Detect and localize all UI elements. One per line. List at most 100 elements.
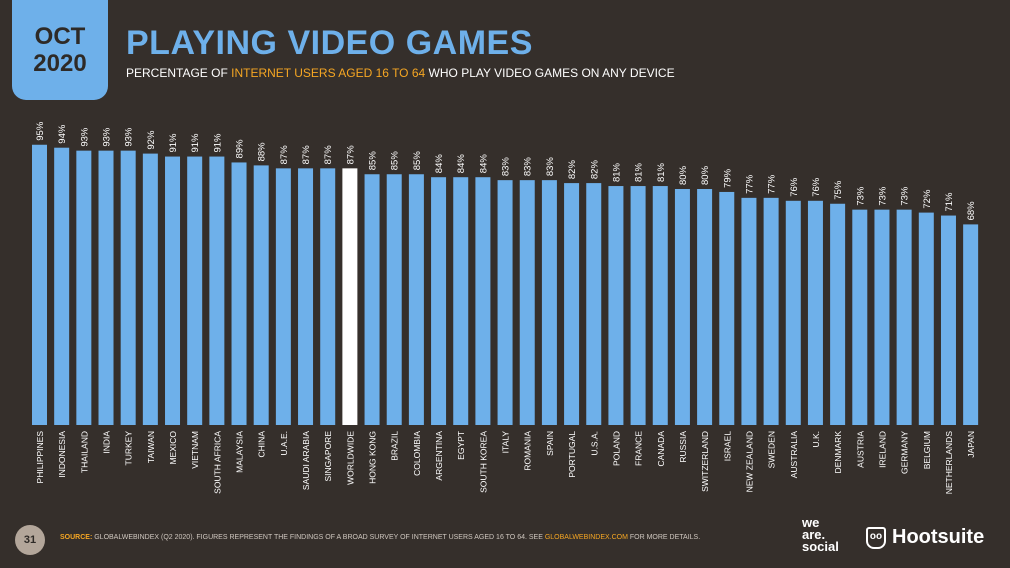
value-label: 95% (35, 121, 46, 141)
bar-turkey (120, 150, 136, 425)
bar-indonesia (54, 147, 70, 425)
source-tail: FOR MORE DETAILS. (627, 534, 701, 541)
bar-israel (719, 191, 735, 425)
bar-mexico (165, 156, 181, 426)
value-label: 73% (877, 186, 888, 206)
value-label: 81% (656, 162, 667, 182)
category-label: U.K. (811, 431, 821, 448)
category-label: FRANCE (634, 431, 644, 466)
value-label: 91% (190, 133, 201, 153)
date-badge: OCT 2020 (12, 0, 108, 100)
date-year: 2020 (33, 50, 87, 77)
category-label: PHILIPPINES (35, 431, 45, 484)
bar-russia (674, 189, 690, 425)
value-label: 68% (966, 201, 977, 221)
bar-u-k- (807, 200, 823, 425)
bar-hong-kong (364, 174, 380, 425)
category-label: SAUDI ARABIA (301, 431, 311, 490)
category-label: GERMANY (900, 431, 910, 474)
value-label: 85% (412, 151, 423, 171)
bar-germany (896, 209, 912, 425)
bar-ireland (874, 209, 890, 425)
value-label: 82% (589, 160, 600, 180)
bar-belgium (918, 212, 934, 425)
category-label: SWITZERLAND (700, 431, 710, 492)
bar-romania (519, 180, 535, 425)
value-label: 85% (368, 151, 379, 171)
page-title: PLAYING VIDEO GAMES (126, 24, 533, 62)
source-text: GLOBALWEBINDEX (Q2 2020). FIGURES REPRES… (92, 534, 545, 541)
footer: 31 SOURCE: GLOBALWEBINDEX (Q2 2020). FIG… (0, 515, 1010, 560)
bar-japan (963, 224, 979, 425)
value-label: 73% (855, 186, 866, 206)
bar-singapore (320, 168, 336, 425)
category-label: VIETNAM (190, 431, 200, 469)
bar-vietnam (187, 156, 203, 426)
bar-canada (652, 186, 668, 425)
value-label: 83% (545, 157, 556, 177)
bar-new-zealand (741, 197, 757, 425)
category-label: NEW ZEALAND (744, 431, 754, 492)
subtitle-highlight: INTERNET USERS AGED 16 TO 64 (231, 66, 426, 80)
value-label: 81% (611, 162, 622, 182)
category-label: SOUTH AFRICA (212, 431, 222, 494)
category-label: SOUTH KOREA (478, 431, 488, 493)
bar-china (253, 165, 269, 425)
bar-saudi-arabia (298, 168, 314, 425)
category-label: POLAND (611, 431, 621, 466)
value-label: 91% (212, 133, 223, 153)
value-label: 93% (124, 127, 135, 147)
value-label: 81% (634, 162, 645, 182)
category-label: WORLDWIDE (345, 431, 355, 485)
bar-brazil (386, 174, 402, 425)
bar-u-s-a- (586, 183, 602, 425)
value-label: 83% (523, 157, 534, 177)
bar-malaysia (231, 162, 247, 425)
bar-poland (608, 186, 624, 425)
bar-austria (852, 209, 868, 425)
value-label: 82% (567, 160, 578, 180)
value-label: 79% (722, 168, 733, 188)
bar-spain (541, 180, 557, 425)
value-label: 84% (434, 154, 445, 174)
bar-colombia (408, 174, 424, 425)
category-label: CANADA (656, 431, 666, 467)
value-label: 87% (323, 145, 334, 165)
category-label: BELGIUM (922, 431, 932, 469)
value-label: 93% (79, 127, 90, 147)
source-note: SOURCE: GLOBALWEBINDEX (Q2 2020). FIGURE… (60, 534, 700, 541)
category-label: SWEDEN (767, 431, 777, 468)
value-label: 84% (456, 154, 467, 174)
bar-netherlands (940, 215, 956, 425)
page-subtitle: PERCENTAGE OF INTERNET USERS AGED 16 TO … (126, 66, 675, 80)
category-label: CHINA (257, 431, 267, 458)
category-label: ITALY (501, 431, 511, 454)
subtitle-pre: PERCENTAGE OF (126, 66, 232, 80)
bar-south-africa (209, 156, 225, 426)
value-label: 80% (678, 165, 689, 185)
date-month: OCT (34, 23, 86, 50)
we-are-social-logo: we are. social (802, 515, 839, 554)
bar-thailand (76, 150, 92, 425)
value-label: 93% (102, 127, 113, 147)
value-label: 72% (922, 189, 933, 209)
source-link[interactable]: GLOBALWEBINDEX.COM (544, 534, 628, 541)
source-label: SOURCE: (60, 534, 93, 541)
value-label: 71% (944, 192, 955, 212)
bar-sweden (763, 197, 779, 425)
value-label: 92% (146, 130, 157, 150)
category-label: IRELAND (877, 431, 887, 468)
value-label: 91% (168, 133, 179, 153)
category-label: MEXICO (168, 431, 178, 465)
category-label: TAIWAN (146, 431, 156, 463)
category-label: JAPAN (966, 431, 976, 458)
bar-denmark (830, 203, 846, 425)
category-label: EGYPT (456, 431, 466, 460)
value-label: 87% (345, 145, 356, 165)
bar-argentina (431, 177, 447, 425)
category-label: THAILAND (79, 431, 89, 473)
value-label: 87% (279, 145, 290, 165)
value-label: 84% (478, 154, 489, 174)
value-label: 73% (900, 186, 911, 206)
value-label: 88% (257, 142, 268, 162)
